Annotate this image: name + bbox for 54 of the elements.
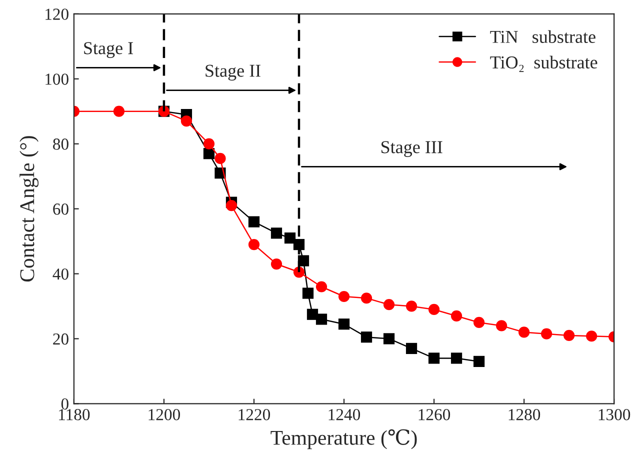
y-tick-label: 20	[53, 333, 68, 345]
point	[316, 314, 328, 325]
point	[248, 216, 260, 228]
point	[298, 255, 310, 266]
point	[518, 326, 530, 338]
point	[428, 352, 440, 364]
point	[473, 316, 485, 328]
point	[360, 332, 372, 343]
point	[406, 300, 418, 312]
point	[450, 352, 462, 364]
point	[248, 238, 260, 250]
point	[406, 342, 418, 354]
x-tick-label: 1300	[598, 409, 630, 420]
legend-label: TiO₂ substrate	[490, 56, 598, 72]
point	[180, 116, 192, 127]
point	[383, 333, 395, 344]
point	[284, 232, 296, 244]
legend-label: TiN substrate	[490, 30, 596, 43]
x-tick-label: 1280	[508, 409, 540, 420]
x-tick-label: 1260	[418, 409, 450, 420]
point	[338, 318, 350, 330]
point	[383, 299, 395, 310]
point	[360, 292, 372, 304]
y-tick-label: 40	[52, 268, 68, 280]
y-tick-label: 60	[53, 204, 68, 215]
point	[203, 138, 215, 150]
x-tick-label: 1200	[148, 409, 180, 420]
annotation: Stage III	[381, 141, 442, 157]
point	[428, 304, 440, 316]
point	[113, 106, 125, 117]
annotation: Stage I	[84, 42, 133, 58]
point	[338, 290, 350, 302]
y-tick-label: 0	[61, 398, 68, 410]
x-tick-label: 1180	[59, 409, 90, 420]
point	[270, 228, 282, 239]
point	[226, 200, 238, 212]
point	[496, 320, 508, 332]
point	[302, 288, 314, 299]
point	[564, 330, 575, 342]
y-tick-label: 80	[53, 138, 68, 150]
point	[270, 258, 282, 270]
point	[586, 330, 598, 342]
point	[540, 328, 552, 340]
x-axis-title: Temperature (℃)	[270, 429, 417, 450]
annotation: Stage II	[206, 64, 260, 81]
y-tick-label: 100	[46, 74, 68, 85]
point	[450, 310, 462, 322]
y-tick-label: 120	[46, 8, 68, 20]
point	[473, 356, 485, 368]
y-axis-title: Contact Angle (°)	[20, 136, 39, 282]
point	[214, 152, 226, 164]
x-tick-label: 1240	[328, 409, 360, 420]
x-tick-label: 1220	[238, 409, 270, 420]
point	[316, 281, 328, 292]
